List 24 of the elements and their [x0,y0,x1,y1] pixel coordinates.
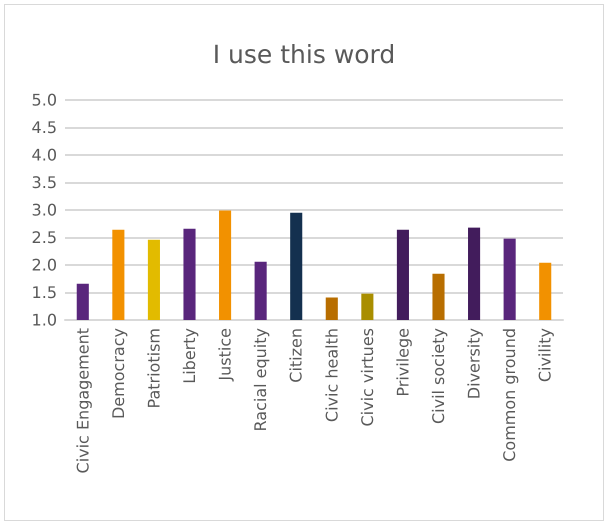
x-tick-label: Civic virtues [358,328,377,426]
x-tick-label: Democracy [108,328,128,419]
x-tick-label: Justice [216,328,235,382]
x-tick-label: Liberty [180,328,199,384]
y-tick-label: 3.5 [32,173,57,192]
x-tick-label: Civility [536,328,555,382]
x-tick-label: Civic health [322,328,342,422]
x-tick-label: Citizen [286,328,306,383]
y-tick-label: 2.0 [32,256,57,274]
y-tick-label: 5.0 [32,90,57,110]
chart-title: I use this word [212,40,396,69]
y-tick-label: 1.0 [32,310,57,330]
y-tick-label: 4.5 [32,118,57,137]
x-tick-label: Patriotism [144,328,164,408]
x-tick-label: Civil society [429,328,448,424]
y-tick-label: 1.5 [32,283,57,302]
x-tick-label: Civic Engagement [73,328,92,474]
x-tick-label: Racial equity [251,328,270,432]
y-tick-label: 2.5 [32,228,57,247]
x-tick-label: Diversity [464,328,484,400]
y-tick-label: 3.0 [32,200,57,220]
y-tick-label: 4.0 [32,146,57,164]
x-tick-label: Common ground [500,328,520,462]
x-tick-label: Privilege [393,328,412,397]
